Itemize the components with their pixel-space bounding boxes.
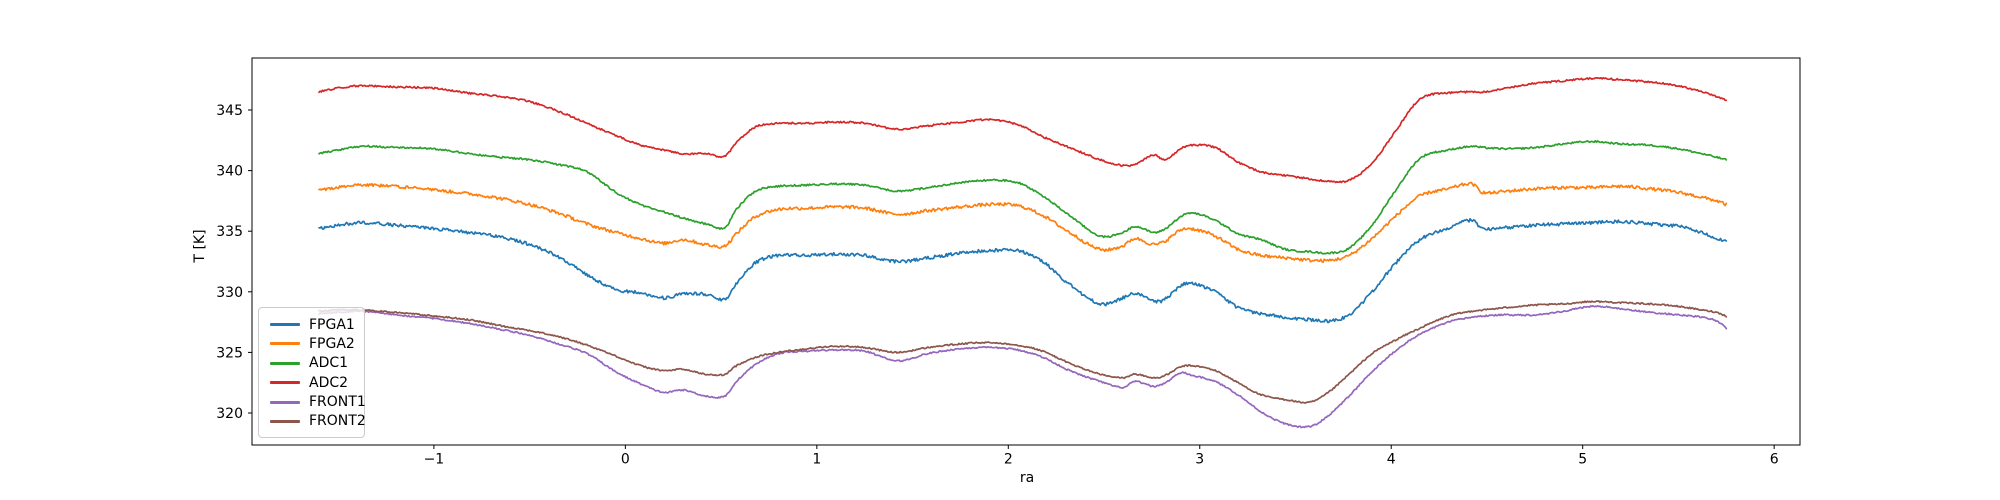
- x-tick-label: 6: [1770, 452, 1779, 468]
- legend-entry-front2: FRONT2: [270, 412, 366, 431]
- series-line-fpga1: [318, 217, 1728, 324]
- series-line-adc2: [318, 76, 1728, 184]
- legend-entry-front1: FRONT1: [270, 393, 366, 412]
- x-tick-label: −1: [424, 452, 445, 468]
- x-tick-label: 5: [1578, 452, 1587, 468]
- legend-entry-adc1: ADC1: [270, 354, 356, 373]
- legend-line-sample: [270, 381, 300, 385]
- legend-box: FPGA1 FPGA2 ADC1 ADC2 FRONT1 FRONT2: [258, 307, 366, 438]
- y-tick-label: 325: [216, 345, 243, 361]
- series-line-adc1: [318, 139, 1728, 255]
- legend-label: FRONT2: [309, 413, 366, 430]
- y-tick-label: 340: [216, 164, 243, 180]
- axes-frame: [251, 57, 1801, 446]
- legend-line-sample: [270, 419, 300, 423]
- legend-line-sample: [270, 323, 300, 326]
- x-tick-label: 4: [1387, 452, 1396, 468]
- y-tick-label: 320: [216, 406, 243, 422]
- legend-entry-fpga1: FPGA1: [270, 315, 356, 334]
- y-tick-label: 335: [216, 224, 243, 240]
- y-tick-label: 330: [216, 285, 243, 301]
- legend-label: FRONT1: [309, 394, 366, 411]
- legend-line-sample: [270, 342, 300, 346]
- legend-label: FPGA2: [309, 335, 355, 352]
- x-tick-label: 3: [1195, 452, 1204, 468]
- series-line-front1: [318, 304, 1728, 429]
- x-tick-label: 0: [621, 452, 630, 468]
- legend-label: ADC1: [309, 355, 349, 372]
- legend-entry-adc2: ADC2: [270, 373, 356, 392]
- x-tick-label: 1: [812, 452, 821, 468]
- series-line-fpga2: [318, 181, 1728, 264]
- y-tick-label: 345: [216, 103, 243, 119]
- legend-line-sample: [270, 361, 300, 365]
- y-axis-label: T [K]: [192, 229, 208, 263]
- series-line-front2: [318, 300, 1728, 404]
- x-tick-label: 2: [1004, 452, 1013, 468]
- legend-line-sample: [270, 400, 300, 404]
- legend-entry-fpga2: FPGA2: [270, 334, 356, 353]
- legend-label: FPGA1: [309, 316, 355, 333]
- x-axis-label: ra: [1019, 470, 1035, 486]
- legend-label: ADC2: [309, 374, 349, 391]
